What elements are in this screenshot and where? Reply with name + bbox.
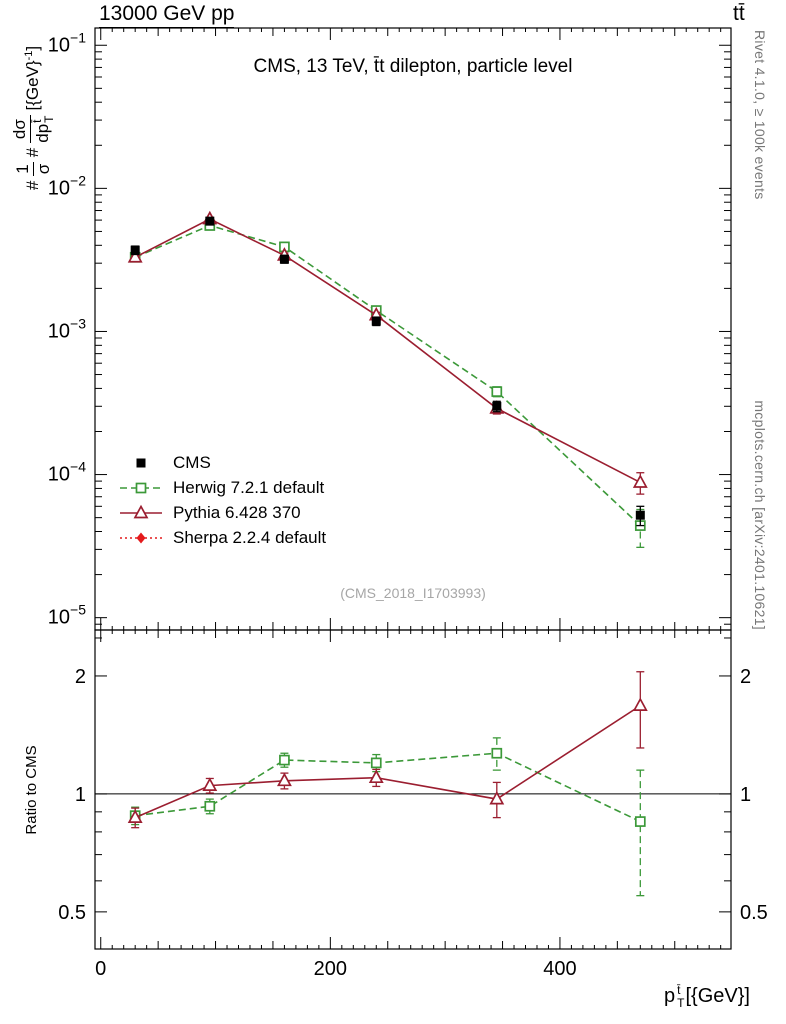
ylabel-unit: [{GeV} -1] <box>23 46 43 111</box>
xlabel-sub: T <box>677 995 685 1010</box>
legend-label-cms: CMS <box>173 452 211 472</box>
svg-text:0: 0 <box>95 958 106 980</box>
measurement-title: CMS, 13 TeV, t̄t dilepton, particle leve… <box>253 56 573 77</box>
svg-text:1: 1 <box>75 784 86 806</box>
ylabel-frac-one-over-sigma: 1 σ <box>12 162 53 176</box>
svg-text:0.5: 0.5 <box>58 902 86 924</box>
ylabel-unit-exponent: -1 <box>23 50 35 61</box>
ylabel-frac1-numerator: 1 <box>12 162 34 176</box>
ylabel-frac2-denominator: dp t̄ T <box>30 115 57 143</box>
svg-text:10−1: 10−1 <box>48 29 86 56</box>
xlabel-base: p <box>664 985 676 1008</box>
process-label: tt̄ <box>733 2 745 25</box>
xlabel-sup: t̄ <box>677 983 681 997</box>
svg-text:0.5: 0.5 <box>740 902 768 924</box>
xlabel-unit: [{GeV}] <box>685 985 751 1008</box>
ylabel-frac2-numerator: dσ <box>10 115 31 143</box>
cms-marker-icon <box>118 454 164 472</box>
ylabel-dp: dp <box>33 123 53 143</box>
svg-text:10−2: 10−2 <box>48 172 86 199</box>
rivet-version-note: Rivet 4.1.0, ≥ 100k events <box>752 30 768 200</box>
ylabel-pt-supsub: t̄ T <box>30 115 57 123</box>
beam-energy-title: 13000 GeV pp <box>99 2 235 28</box>
ylabel-hash-2: # <box>23 147 42 158</box>
legend-item-pythia: Pythia 6.428 370 <box>118 500 326 525</box>
svg-text:2: 2 <box>740 666 751 688</box>
ylabel-frac-dsigma-dpt: dσ dp t̄ T <box>10 115 57 143</box>
ylabel-pt-sub: T <box>42 115 57 123</box>
legend-label-herwig: Herwig 7.2.1 default <box>173 477 325 497</box>
svg-text:1: 1 <box>740 784 751 806</box>
y-axis-label: # 1 σ # dσ dp t̄ T [{GeV} -1] <box>3 0 63 248</box>
xlabel-supsub: t̄ T <box>677 984 684 1009</box>
ratio-axis-label: Ratio to CMS <box>23 745 40 835</box>
svg-text:10−4: 10−4 <box>48 459 86 486</box>
svg-text:10−3: 10−3 <box>48 315 86 342</box>
ylabel-unit-open: [{GeV} <box>23 60 42 111</box>
mcplots-arxiv-note: mcplots.cern.ch [arXiv:2401.10621] <box>752 400 768 630</box>
herwig-marker-icon <box>118 479 164 497</box>
ylabel-unit-close: ] <box>23 45 42 51</box>
svg-text:10−5: 10−5 <box>48 602 86 629</box>
ylabel-hash-1: # <box>23 180 42 191</box>
legend-item-sherpa: Sherpa 2.2.4 default <box>118 525 326 550</box>
ylabel-frac1-denominator: σ <box>33 163 53 175</box>
svg-text:400: 400 <box>543 958 576 980</box>
legend: CMS Herwig 7.2.1 default Pythia 6.428 37… <box>118 450 326 550</box>
x-axis-label: p t̄ T [{GeV}] <box>600 984 750 1009</box>
pythia-marker-icon <box>118 504 164 522</box>
legend-item-cms: CMS <box>118 450 326 475</box>
sherpa-marker-icon <box>118 529 164 547</box>
legend-item-herwig: Herwig 7.2.1 default <box>118 475 326 500</box>
legend-label-pythia: Pythia 6.428 370 <box>173 502 301 522</box>
analysis-id-watermark: (CMS_2018_I1703993) <box>340 585 486 601</box>
svg-text:200: 200 <box>314 958 347 980</box>
legend-label-sherpa: Sherpa 2.2.4 default <box>173 527 327 547</box>
svg-text:2: 2 <box>75 666 86 688</box>
